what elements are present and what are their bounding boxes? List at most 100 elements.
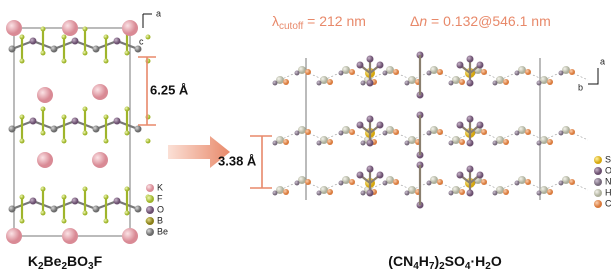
atom [135, 206, 142, 213]
legend-label: K [157, 182, 163, 192]
atom [125, 131, 130, 136]
atom [393, 179, 399, 185]
atom [114, 38, 121, 45]
atom [114, 198, 121, 205]
atom [6, 228, 22, 244]
atom [457, 172, 464, 179]
atom [37, 152, 53, 168]
atom [41, 27, 46, 32]
atom [283, 79, 289, 85]
atom [467, 166, 474, 173]
atom [62, 195, 67, 200]
legend-label: F [157, 193, 163, 203]
text: BO [67, 253, 88, 269]
text: SO [445, 253, 465, 269]
atom [104, 59, 109, 64]
atom [305, 69, 311, 75]
atom [357, 62, 364, 69]
atom [559, 71, 564, 76]
legend-swatch [146, 228, 154, 236]
atom [41, 187, 46, 192]
atom [481, 69, 487, 75]
atom [367, 166, 374, 173]
atom [104, 195, 109, 200]
atom [503, 139, 509, 145]
atom [317, 141, 322, 146]
atom [93, 126, 100, 133]
caption: (CN4H7)2SO4·H2O [388, 253, 502, 271]
atom [525, 179, 531, 185]
spacing-label: 6.25 Å [150, 82, 189, 97]
atom [30, 198, 37, 205]
text: cutoff [279, 21, 303, 32]
atom [393, 69, 399, 75]
atom [83, 131, 88, 136]
atom [41, 51, 46, 56]
atom [51, 126, 58, 133]
atom [92, 152, 108, 168]
atom [405, 141, 410, 146]
atom [30, 38, 37, 45]
legend-swatch [146, 195, 154, 203]
atom [62, 59, 67, 64]
atom [405, 191, 410, 196]
legend-swatch [594, 178, 602, 186]
atom [20, 115, 25, 120]
atom [467, 116, 474, 123]
atom [41, 107, 46, 112]
atom [427, 181, 432, 186]
atom [339, 71, 344, 76]
axis-label: a [600, 56, 605, 66]
atom [327, 139, 333, 145]
atom [459, 79, 465, 85]
atom [295, 71, 300, 76]
text: H [419, 253, 429, 269]
axis-label: a [156, 8, 161, 18]
atom [20, 219, 25, 224]
text: λ [272, 13, 279, 29]
atom [327, 189, 333, 195]
atom [135, 46, 142, 53]
birefringence-label: Δn = 0.132@546.1 nm [410, 13, 551, 29]
atom [383, 181, 388, 186]
atom [547, 79, 553, 85]
legend-swatch [594, 189, 602, 197]
text: = 212 nm [303, 13, 366, 29]
atom [405, 81, 410, 86]
atom [104, 219, 109, 224]
atom [62, 35, 67, 40]
atom [72, 38, 79, 45]
atom [559, 131, 564, 136]
atom [547, 139, 553, 145]
text: (CN [388, 253, 413, 269]
atom [122, 20, 138, 36]
atom [104, 139, 109, 144]
spacing-label: 3.38 Å [218, 153, 257, 168]
legend-swatch [594, 156, 602, 164]
text: ·H [470, 253, 485, 269]
text: F [94, 253, 103, 269]
atom [559, 181, 564, 186]
atom [83, 187, 88, 192]
atom [41, 211, 46, 216]
atom [493, 141, 498, 146]
atom [273, 81, 278, 86]
atom [93, 46, 100, 53]
unit-cell [14, 28, 130, 236]
legend-label: O [157, 204, 164, 214]
atom [51, 206, 58, 213]
atom [361, 81, 366, 86]
atom [367, 190, 374, 197]
atom [273, 141, 278, 146]
atom [273, 191, 278, 196]
atom [349, 179, 355, 185]
atom [503, 189, 509, 195]
figure: a c 6.25 Å λcutoff = 212 nm Δn = 0.132@5… [0, 0, 611, 271]
atom [427, 71, 432, 76]
atom [295, 131, 300, 136]
atom [467, 140, 474, 147]
atom [20, 35, 25, 40]
atom [283, 139, 289, 145]
atom [367, 140, 374, 147]
atom [477, 172, 484, 179]
